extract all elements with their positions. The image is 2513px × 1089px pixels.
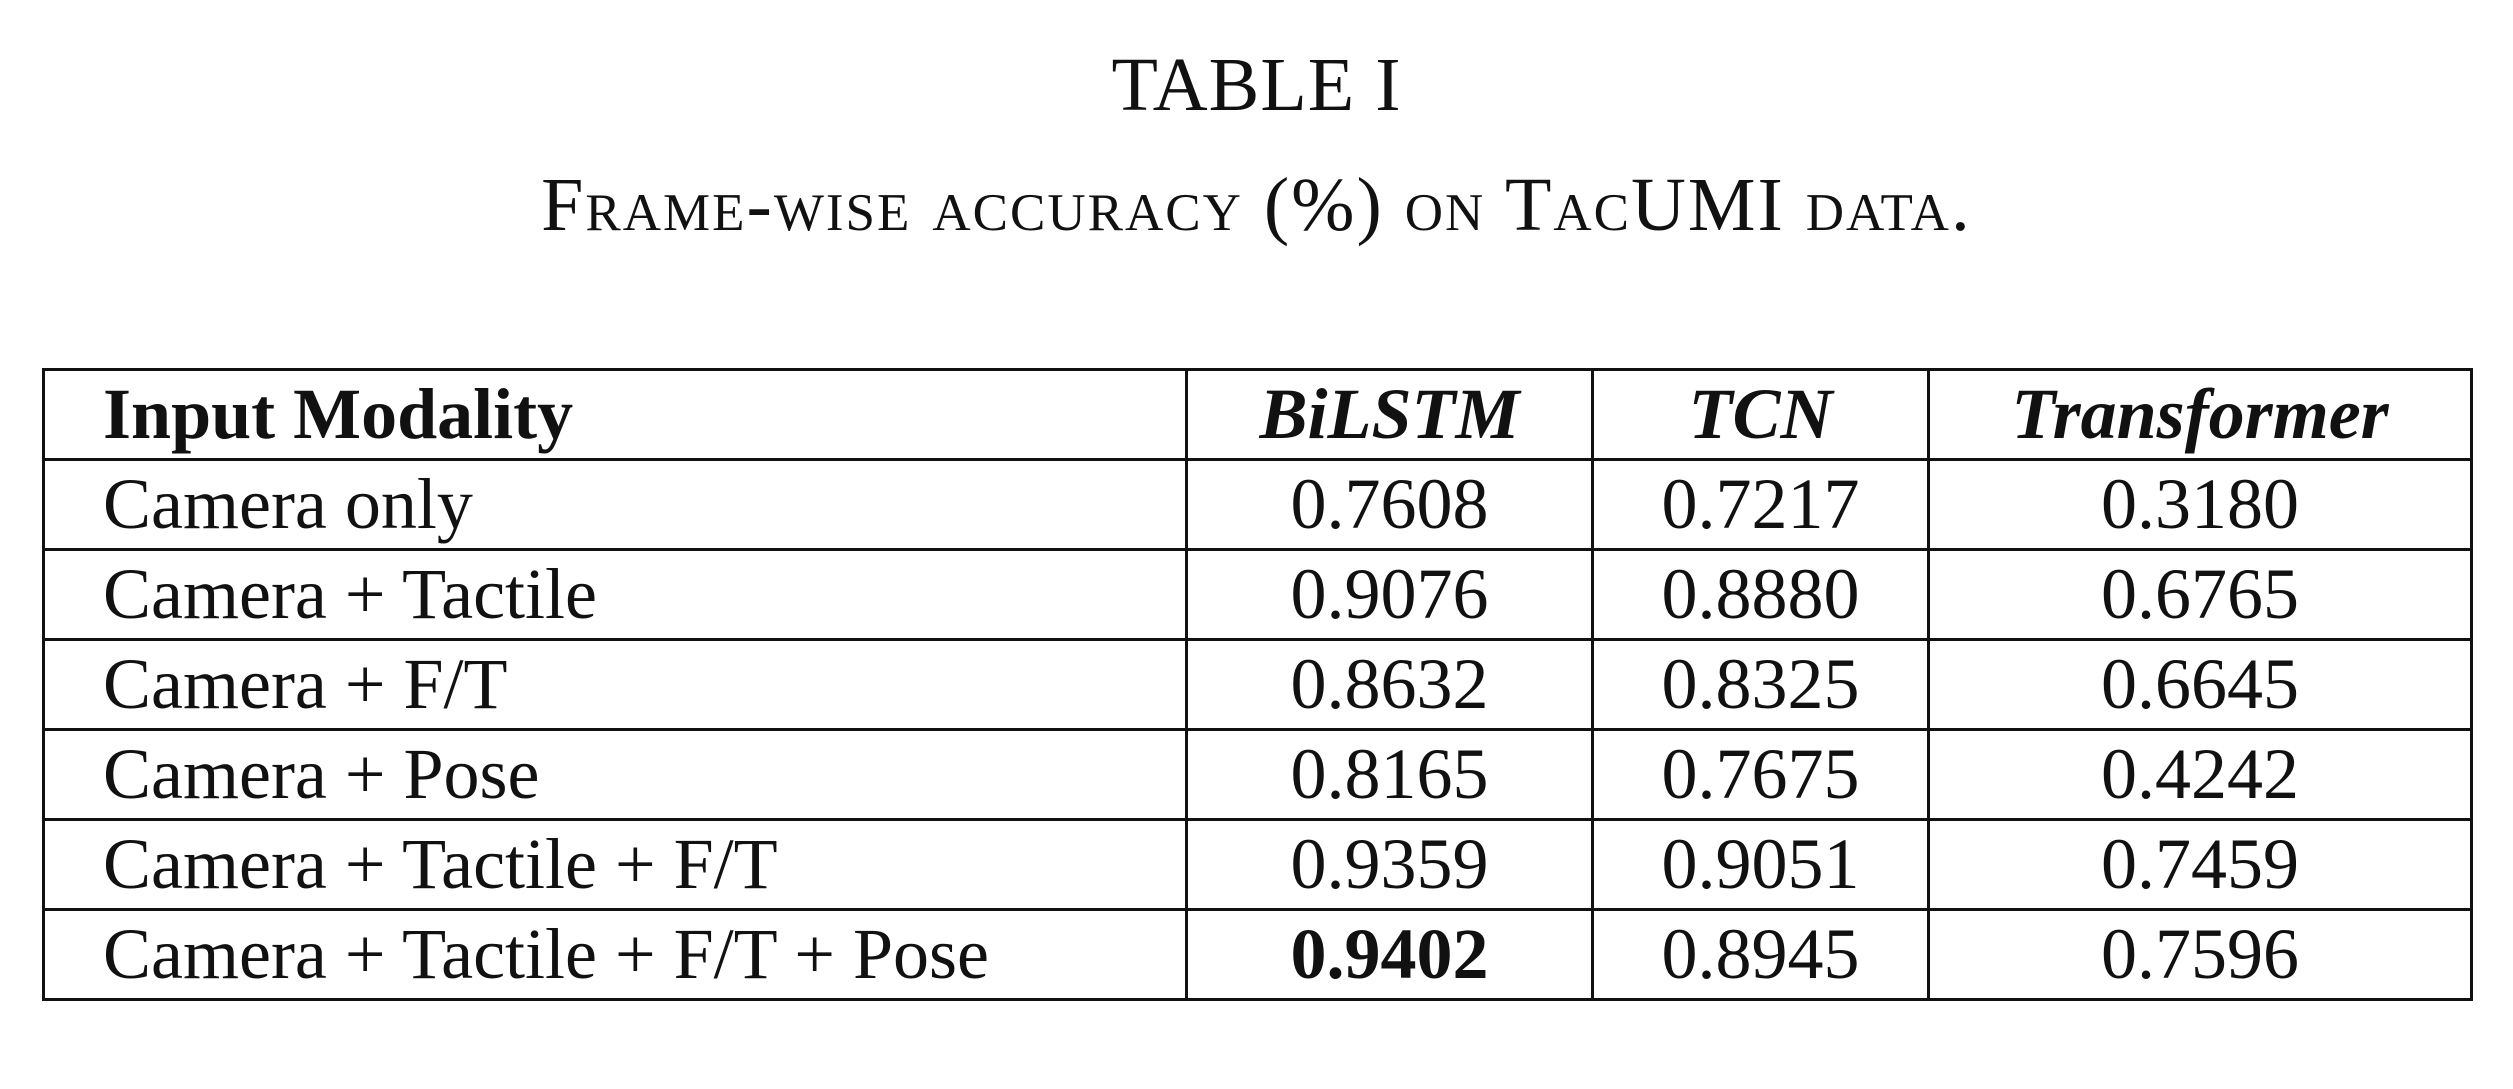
tcn-value-cell: 0.7217 xyxy=(1591,458,1930,551)
table-row: Camera + Pose 0.8165 0.7675 0.4242 xyxy=(42,728,2473,821)
column-header-transformer: Transformer xyxy=(1927,368,2473,461)
table-body: Camera only 0.7608 0.7217 0.3180 Camera … xyxy=(42,458,2473,1001)
table-row: Camera + Tactile + F/T + Pose 0.9402 0.8… xyxy=(42,908,2473,1001)
table-row: Camera + F/T 0.8632 0.8325 0.6645 xyxy=(42,638,2473,731)
bilstm-value-cell: 0.9076 xyxy=(1185,548,1594,641)
modality-cell: Camera + F/T xyxy=(42,638,1188,731)
modality-cell: Camera + Tactile xyxy=(42,548,1188,641)
column-header-input-modality: Input Modality xyxy=(42,368,1188,461)
bilstm-value-cell: 0.9359 xyxy=(1185,818,1594,911)
table-row: Camera + Tactile 0.9076 0.8880 0.6765 xyxy=(42,548,2473,641)
table-caption-label: TABLE I xyxy=(1111,43,1402,127)
tcn-value-cell: 0.7675 xyxy=(1591,728,1930,821)
transformer-value-cell: 0.6765 xyxy=(1927,548,2473,641)
tcn-value-cell: 0.8880 xyxy=(1591,548,1930,641)
bilstm-value-cell: 0.7608 xyxy=(1185,458,1594,551)
bilstm-value-cell: 0.8632 xyxy=(1185,638,1594,731)
table-row: Camera + Tactile + F/T 0.9359 0.9051 0.7… xyxy=(42,818,2473,911)
modality-cell: Camera only xyxy=(42,458,1188,551)
tcn-value-cell: 0.8945 xyxy=(1591,908,1930,1001)
transformer-value-cell: 0.6645 xyxy=(1927,638,2473,731)
table-row: Camera only 0.7608 0.7217 0.3180 xyxy=(42,458,2473,551)
table-caption-title: Frame-wise accuracy (%) on TacUMI data. xyxy=(541,163,1972,247)
column-header-bilstm: BiLSTM xyxy=(1185,368,1594,461)
tcn-value-cell: 0.8325 xyxy=(1591,638,1930,731)
transformer-value-cell: 0.3180 xyxy=(1927,458,2473,551)
tcn-value-cell: 0.9051 xyxy=(1591,818,1930,911)
bilstm-value-cell: 0.8165 xyxy=(1185,728,1594,821)
modality-cell: Camera + Tactile + F/T xyxy=(42,818,1188,911)
table-header-row: Input Modality BiLSTM TCN Transformer xyxy=(42,368,2473,461)
results-table: Input Modality BiLSTM TCN Transformer Ca… xyxy=(42,368,2473,1001)
transformer-value-cell: 0.4242 xyxy=(1927,728,2473,821)
transformer-value-cell: 0.7596 xyxy=(1927,908,2473,1001)
modality-cell: Camera + Pose xyxy=(42,728,1188,821)
transformer-value-cell: 0.7459 xyxy=(1927,818,2473,911)
bilstm-value-cell-best: 0.9402 xyxy=(1185,908,1594,1001)
column-header-tcn: TCN xyxy=(1591,368,1930,461)
modality-cell: Camera + Tactile + F/T + Pose xyxy=(42,908,1188,1001)
